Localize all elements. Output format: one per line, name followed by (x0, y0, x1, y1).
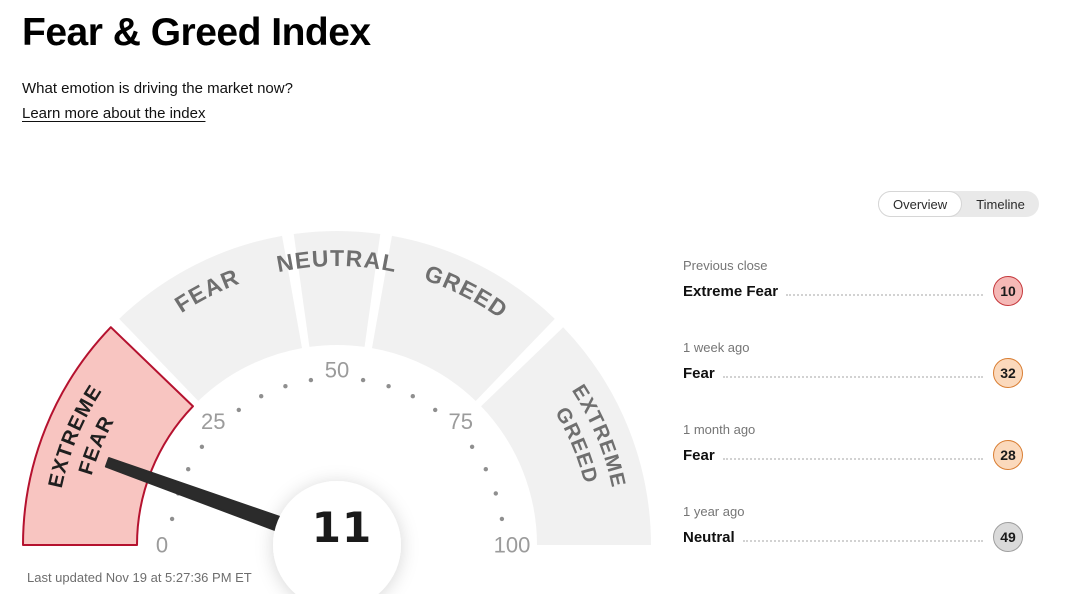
history-value-badge: 32 (993, 358, 1023, 388)
svg-text:75: 75 (448, 409, 472, 434)
history-panel: Previous close Extreme Fear 10 1 week ag… (683, 258, 1023, 586)
history-row-1-year: 1 year ago Neutral 49 (683, 504, 1023, 552)
svg-text:100: 100 (494, 533, 531, 558)
last-updated-text: Last updated Nov 19 at 5:27:36 PM ET (27, 570, 252, 585)
tab-overview[interactable]: Overview (878, 191, 963, 217)
dotted-leader (722, 458, 983, 460)
dotted-leader (786, 294, 983, 296)
dotted-leader (742, 540, 983, 542)
page-subtitle: What emotion is driving the market now? (22, 79, 293, 97)
history-row-previous-close: Previous close Extreme Fear 10 (683, 258, 1023, 306)
gauge-segment-neutral (293, 231, 381, 347)
dotted-leader (722, 376, 983, 378)
gauge-value: 11 (312, 503, 372, 552)
history-row-1-week: 1 week ago Fear 32 (683, 340, 1023, 388)
history-period: 1 year ago (683, 504, 745, 519)
page-header: Fear & Greed Index What emotion is drivi… (22, 11, 371, 123)
gauge-tick-labels: 0 25 50 75 100 (156, 358, 530, 558)
history-row-1-month: 1 month ago Fear 28 (683, 422, 1023, 470)
fear-greed-gauge: EXTREME FEAR FEAR NEUTRAL GREED EXTREME GREED 0… (0, 210, 680, 594)
view-toggle: Overview Timeline (878, 191, 1039, 217)
gauge-segment-greed (372, 235, 555, 401)
history-period: Previous close (683, 258, 768, 273)
history-value-badge: 10 (993, 276, 1023, 306)
history-rating: Extreme Fear (683, 282, 779, 300)
svg-text:50: 50 (325, 358, 349, 383)
history-period: 1 month ago (683, 422, 756, 437)
gauge-segment-extreme-fear (22, 326, 194, 546)
gauge-segment-extreme-greed (481, 327, 651, 545)
gauge-center-disc (273, 481, 401, 594)
svg-text:25: 25 (201, 409, 225, 434)
history-rating: Fear (683, 446, 715, 464)
history-rating: Neutral (683, 528, 735, 546)
history-value-badge: 28 (993, 440, 1023, 470)
learn-more-link[interactable]: Learn more about the index (22, 104, 206, 122)
gauge-segment-fear (119, 235, 302, 401)
svg-text:0: 0 (156, 533, 168, 558)
history-value-badge: 49 (993, 522, 1023, 552)
history-period: 1 week ago (683, 340, 750, 355)
history-rating: Fear (683, 364, 715, 382)
tab-timeline[interactable]: Timeline (976, 196, 1025, 212)
page-title: Fear & Greed Index (22, 11, 371, 54)
